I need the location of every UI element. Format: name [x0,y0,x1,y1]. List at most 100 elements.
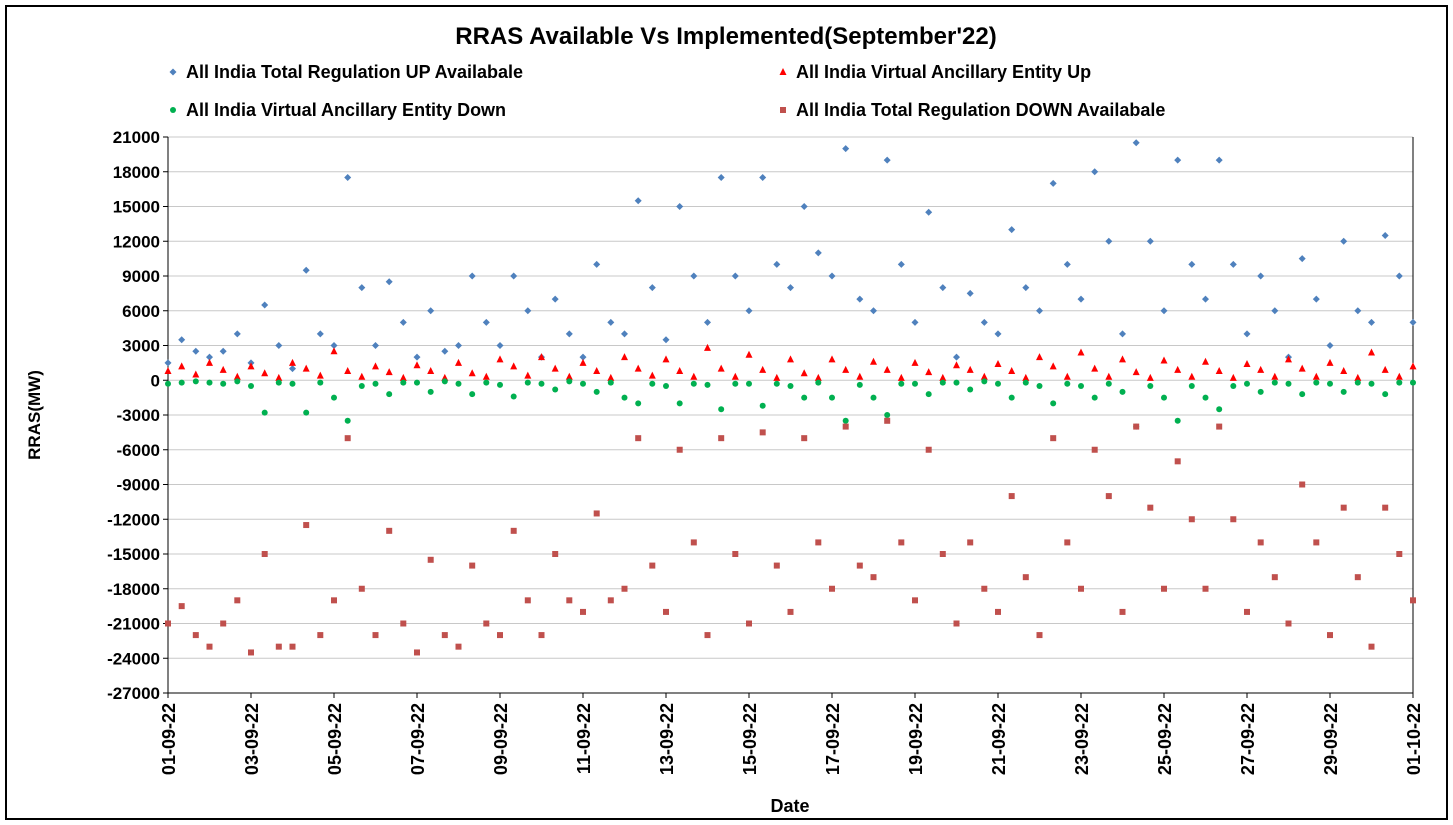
point [358,284,366,292]
point [981,378,988,385]
point [870,394,877,401]
point [800,369,808,377]
point [842,417,849,424]
point [1091,394,1098,401]
point [1327,632,1333,639]
point [400,620,407,627]
point [634,364,642,372]
point [1036,353,1043,361]
point [192,378,199,385]
point [1410,379,1416,386]
y-tick-label: 0 [151,371,160,390]
point [275,373,283,381]
point [358,372,366,380]
point [662,355,670,363]
point [966,289,974,297]
point [731,372,739,380]
y-tick-label: -12000 [107,510,160,529]
point [690,539,697,546]
point [551,295,559,303]
point [1285,380,1292,387]
point [704,318,711,326]
point [1091,364,1099,372]
point [316,330,324,338]
point [1340,366,1348,374]
point [1285,620,1292,627]
point [1340,504,1347,511]
point [219,347,227,355]
y-tick-label: -18000 [107,580,160,599]
point [1299,481,1306,488]
point [1008,226,1016,234]
point [524,371,532,379]
point [400,379,407,386]
y-tick-label: 18000 [113,163,160,182]
point [883,156,891,164]
point [344,174,352,182]
point [1354,574,1361,581]
point [565,330,573,338]
y-tick-label: 21000 [113,128,160,147]
y-axis-label: RRAS(MW) [25,370,44,460]
point [372,632,379,639]
point [1202,585,1209,592]
point [1119,608,1126,615]
point [690,380,697,387]
point [746,620,752,627]
y-tick-label: -21000 [107,615,160,634]
point [870,357,877,365]
point [1354,373,1362,381]
point [1368,348,1375,356]
chart-frame [5,5,1448,820]
point [386,527,393,534]
point [676,366,684,374]
point [939,284,947,292]
point [897,260,905,268]
point [170,107,176,113]
point [607,373,615,381]
point [759,365,767,373]
point [1244,380,1250,387]
point [1230,383,1237,390]
point [1216,406,1223,413]
point [1271,307,1279,315]
point [1174,417,1181,424]
point [1340,388,1347,395]
point [165,620,171,627]
point [413,353,421,361]
point [1022,373,1030,381]
chart-title: RRAS Available Vs Implemented(September'… [455,23,996,50]
x-tick-label: 09-09-22 [491,703,511,775]
point [497,381,503,388]
x-tick-label: 21-09-22 [989,703,1009,775]
point [663,608,669,615]
point [981,585,988,592]
point [717,364,725,372]
point [1243,360,1251,368]
point [164,359,172,367]
point [1312,295,1320,303]
point [1105,380,1112,387]
point [330,347,338,355]
point [593,260,601,268]
point [676,400,683,407]
point [468,272,476,280]
point [1396,551,1403,557]
point [303,522,310,529]
point [801,435,808,442]
y-tick-label: -6000 [117,441,160,460]
point [815,379,822,386]
point [1064,380,1071,387]
point [248,383,254,390]
point [1105,237,1113,245]
point [178,603,185,610]
point [787,355,794,363]
point [1174,458,1181,465]
point [1077,295,1085,303]
point [856,372,864,380]
point [1147,383,1154,390]
point [1395,272,1403,280]
point [1271,372,1279,380]
point [414,379,420,386]
point [496,355,504,363]
